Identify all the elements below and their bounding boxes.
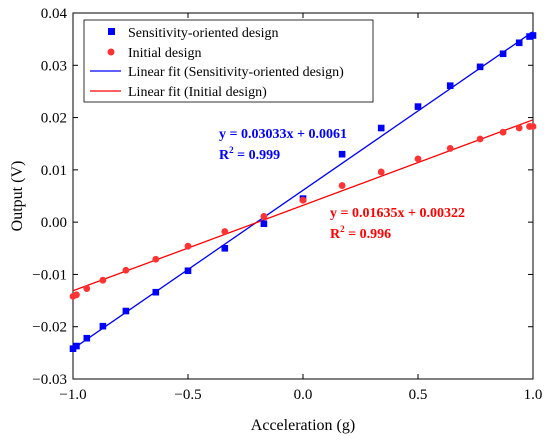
legend-label-sensitivity-fit: Linear fit (Sensitivity-oriented design) <box>128 65 344 80</box>
data-point-sensitivity <box>184 267 192 275</box>
x-tick-label: 0.0 <box>294 387 313 403</box>
legend: Sensitivity-oriented design Initial desi… <box>83 19 374 103</box>
y-axis-title: Output (V) <box>9 161 26 232</box>
fit-r2-initial: R2 = 0.996 <box>330 224 391 242</box>
data-point-initial <box>414 155 422 163</box>
data-point-sensitivity <box>526 33 533 40</box>
y-tick-label: −0.03 <box>32 372 67 388</box>
data-point-sensitivity <box>515 39 523 47</box>
data-point-sensitivity <box>476 63 484 71</box>
legend-label-initial: Initial design <box>128 46 202 61</box>
data-point-initial <box>99 276 107 284</box>
data-point-initial <box>299 196 307 204</box>
y-tick-label: −0.02 <box>32 320 67 336</box>
r2-value: = 0.996 <box>345 227 391 242</box>
data-point-sensitivity <box>73 342 80 350</box>
data-point-sensitivity <box>260 220 268 228</box>
fit-equation-sensitivity: y = 0.03033x + 0.0061 <box>219 127 347 142</box>
data-point-initial <box>83 285 91 292</box>
legend-label-initial-fit: Linear fit (Initial design) <box>128 85 267 100</box>
x-tick-label: −1.0 <box>59 387 86 403</box>
data-point-sensitivity <box>338 150 346 158</box>
fit-line-initial <box>72 119 534 292</box>
legend-box <box>83 19 374 103</box>
data-point-initial <box>529 123 537 130</box>
data-point-sensitivity <box>529 32 537 39</box>
fit-equation-initial: y = 0.01635x + 0.00322 <box>330 206 465 221</box>
y-tick-label: 0.03 <box>41 58 67 74</box>
data-point-initial <box>338 182 346 189</box>
r2-superscript: 2 <box>229 145 234 155</box>
data-point-sensitivity <box>414 103 422 110</box>
data-point-initial <box>377 168 385 176</box>
data-point-sensitivity <box>446 82 454 89</box>
legend-marker-initial <box>107 48 115 56</box>
legend-label-sensitivity: Sensitivity-oriented design <box>128 26 278 41</box>
x-tick-label: −0.5 <box>174 387 201 403</box>
data-point-initial <box>221 228 229 235</box>
y-tick-label: 0.01 <box>41 163 67 179</box>
axis-ticks: −1.0 −0.5 0.0 0.5 1.0 −0.03 −0.02 −0.01 0.00 0.01… <box>32 6 542 403</box>
r2-value: = 0.999 <box>234 148 280 163</box>
y-tick-label: −0.01 <box>32 267 67 283</box>
data-point-sensitivity <box>122 307 130 315</box>
y-tick-label: 0.04 <box>41 6 68 22</box>
data-point-initial <box>122 266 130 274</box>
data-markers <box>69 32 537 352</box>
data-point-sensitivity <box>221 244 229 252</box>
data-point-sensitivity <box>499 50 507 58</box>
r2-symbol: R <box>330 227 341 242</box>
r2-symbol: R <box>219 148 230 163</box>
r2-superscript: 2 <box>340 224 345 234</box>
data-point-initial <box>515 124 523 132</box>
data-point-initial <box>73 291 80 299</box>
data-point-initial <box>152 255 160 263</box>
data-point-sensitivity <box>152 288 160 296</box>
data-point-sensitivity <box>83 334 91 342</box>
x-tick-label: 1.0 <box>524 387 543 403</box>
x-tick-label: 0.5 <box>409 387 428 403</box>
fit-r2-sensitivity: R2 = 0.999 <box>219 145 280 163</box>
x-axis-title: Acceleration (g) <box>251 417 355 434</box>
data-point-initial <box>184 242 192 250</box>
data-point-initial <box>499 128 507 136</box>
data-point-sensitivity <box>69 345 77 352</box>
data-point-initial <box>476 135 484 143</box>
legend-marker-sensitivity <box>108 28 115 35</box>
data-point-sensitivity <box>377 124 385 132</box>
data-point-sensitivity <box>99 322 107 330</box>
y-tick-label: 0.00 <box>41 215 67 231</box>
fit-line-sensitivity <box>72 31 534 350</box>
data-point-initial <box>446 145 454 152</box>
data-point-initial <box>260 212 268 220</box>
fit-lines <box>72 31 534 350</box>
y-tick-label: 0.02 <box>41 111 67 127</box>
